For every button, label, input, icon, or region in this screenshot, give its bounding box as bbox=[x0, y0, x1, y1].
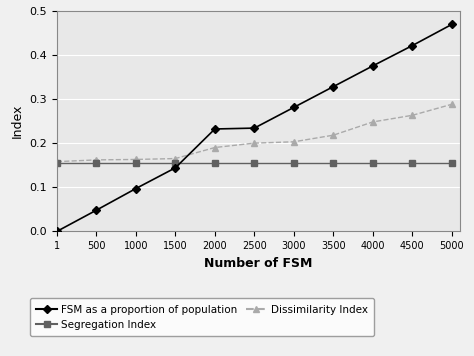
Legend: FSM as a proportion of population, Segregation Index, Dissimilarity Index: FSM as a proportion of population, Segre… bbox=[30, 298, 374, 336]
X-axis label: Number of FSM: Number of FSM bbox=[204, 257, 312, 270]
Y-axis label: Index: Index bbox=[11, 104, 24, 138]
